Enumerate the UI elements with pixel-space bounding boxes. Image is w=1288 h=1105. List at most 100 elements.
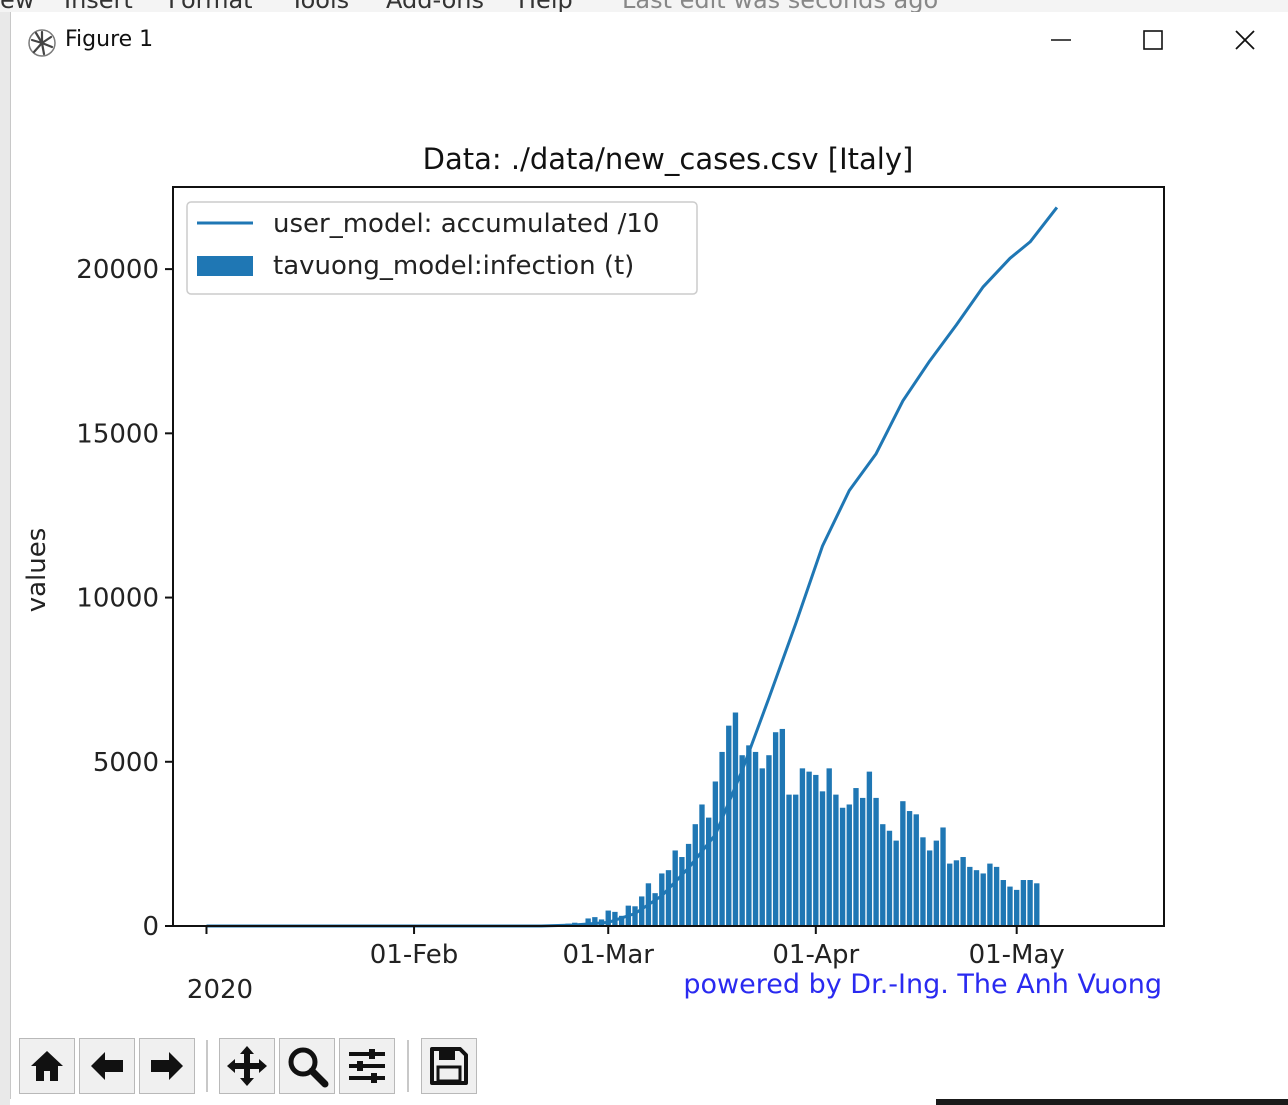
background-menu-item: Add-ons: [386, 0, 484, 12]
credit-annotation: powered by Dr.-Ing. The Anh Vuong: [683, 969, 1162, 1000]
bar: [793, 794, 799, 926]
series-line: [206, 206, 1059, 928]
bar: [987, 863, 993, 926]
bar: [779, 728, 786, 926]
bar: [913, 814, 919, 926]
bar: [819, 791, 826, 926]
bar: [933, 840, 940, 926]
bar: [772, 732, 779, 926]
bar: [692, 824, 698, 926]
bar: [980, 873, 986, 926]
home-icon: [31, 1051, 63, 1081]
arrow-right-icon: [151, 1052, 183, 1080]
bar: [672, 850, 678, 926]
chart-title: Data: ./data/new_cases.csv [Italy]: [423, 142, 914, 176]
bar: [705, 817, 712, 926]
pan-button[interactable]: [219, 1038, 275, 1094]
background-menu-item: ew: [0, 0, 34, 12]
configure-subplots-button[interactable]: [339, 1038, 395, 1094]
bar: [940, 827, 946, 926]
y-tick-label: 15000: [76, 419, 159, 449]
bar: [659, 873, 665, 926]
sliders-icon: [349, 1049, 385, 1083]
legend-bar-swatch: [197, 256, 253, 276]
zoom-button[interactable]: [279, 1038, 335, 1094]
bar: [786, 794, 792, 926]
background-menu-item: Help: [518, 0, 573, 12]
x-tick-label: 01-Feb: [370, 940, 459, 970]
forward-button[interactable]: [139, 1038, 195, 1094]
bar: [618, 915, 625, 926]
close-button[interactable]: [1199, 12, 1288, 68]
bar: [1014, 889, 1020, 926]
bar: [665, 870, 672, 926]
axes-frame: [172, 186, 1165, 927]
bar: [652, 893, 658, 926]
background-app-sidebar: [0, 12, 10, 1105]
bar: [799, 768, 806, 926]
close-icon: [1235, 30, 1255, 50]
bar: [900, 801, 906, 926]
bar: [860, 797, 866, 926]
legend-box: [186, 201, 698, 295]
bar: [880, 824, 886, 926]
y-axis: 0 5000 10000 15000 20000: [76, 255, 173, 942]
background-menu-item: Format: [168, 0, 253, 12]
bar: [1034, 883, 1040, 926]
bar: [926, 850, 933, 926]
figure-canvas[interactable]: Data: ./data/new_cases.csv [Italy] 0 5000…: [11, 12, 1287, 1032]
bar: [1020, 880, 1027, 926]
bar: [746, 745, 752, 926]
bar: [866, 771, 873, 926]
magnifier-icon: [288, 1047, 329, 1088]
y-tick-label: 0: [142, 912, 159, 942]
background-taskbar-strip: [936, 1099, 1288, 1105]
bar: [967, 866, 973, 926]
x-tick-label: 01-Apr: [772, 940, 859, 970]
bar: [585, 918, 591, 926]
legend: user_model: accumulated /10 tavuong_mode…: [186, 201, 698, 295]
bar: [759, 768, 765, 926]
x-axis-offset-label: 2020: [187, 975, 253, 1005]
bar: [739, 755, 745, 926]
bar: [752, 751, 759, 926]
bar: [712, 781, 719, 926]
bar: [679, 857, 685, 926]
bar: [839, 807, 846, 926]
y-tick-label: 5000: [93, 748, 159, 778]
window-title: Figure 1: [65, 27, 154, 52]
bar: [993, 866, 1000, 926]
background-app-menubar: ew Insert Format Tools Add-ons Help Last edit …: [0, 0, 1288, 12]
bar: [960, 857, 966, 926]
bar: [639, 896, 645, 926]
background-menu-item: Tools: [290, 0, 349, 12]
bar: [699, 804, 705, 926]
bar: [873, 797, 879, 926]
bar: [846, 804, 852, 926]
bar: [1007, 886, 1013, 926]
home-button[interactable]: [19, 1038, 75, 1094]
bar: [920, 837, 926, 926]
bar: [826, 768, 832, 926]
bar: [833, 794, 839, 926]
bar: [886, 830, 893, 926]
save-button[interactable]: [421, 1038, 477, 1094]
back-button[interactable]: [79, 1038, 135, 1094]
bar: [853, 788, 859, 926]
bar: [947, 863, 953, 926]
bar: [685, 843, 692, 926]
bar: [1000, 880, 1006, 926]
bar: [592, 917, 598, 926]
bar: [605, 910, 611, 926]
title-bar[interactable]: Figure 1: [11, 12, 1288, 70]
move-icon: [227, 1046, 267, 1086]
background-menu-item: Last edit was seconds ago: [622, 0, 938, 12]
matplotlib-logo-icon: [28, 29, 56, 57]
toolbar-separator: [407, 1040, 409, 1092]
bar: [906, 811, 913, 926]
minimize-button[interactable]: [1015, 12, 1107, 68]
legend-label-line: user_model: accumulated /10: [273, 209, 659, 239]
y-tick-label: 10000: [76, 584, 159, 614]
bar: [1027, 880, 1033, 926]
maximize-button[interactable]: [1107, 12, 1199, 68]
